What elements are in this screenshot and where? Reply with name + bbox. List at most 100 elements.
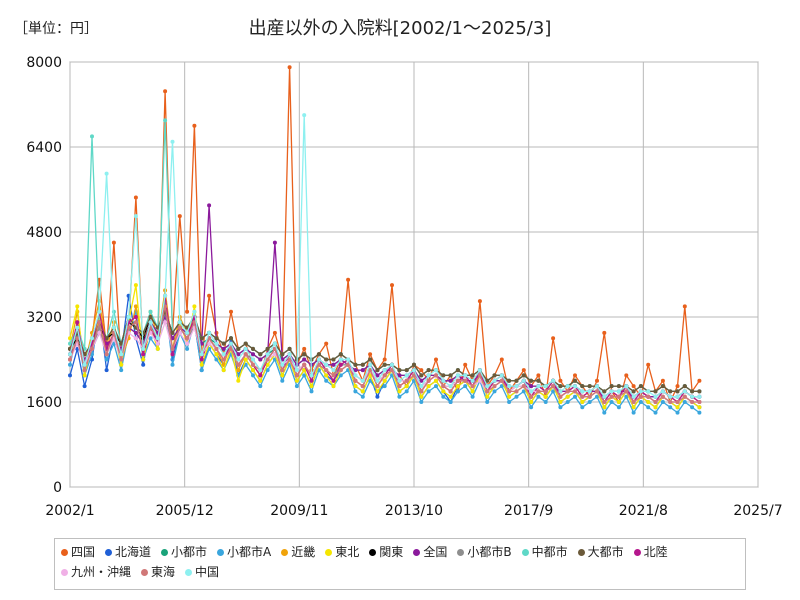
series-14 (68, 113, 702, 399)
data-point (324, 378, 329, 383)
legend-item: 小都市 (161, 542, 207, 562)
data-point (521, 378, 526, 383)
data-point (382, 362, 387, 367)
data-point (302, 368, 307, 373)
data-point (419, 378, 424, 383)
data-point (404, 384, 409, 389)
data-point (258, 368, 263, 373)
data-point (514, 394, 519, 399)
data-point (251, 352, 255, 357)
data-point (97, 309, 102, 314)
data-point (338, 362, 343, 367)
data-point (214, 336, 219, 341)
data-point (243, 352, 248, 357)
data-point (558, 384, 563, 389)
legend-marker (413, 549, 421, 556)
data-point (463, 384, 468, 389)
y-tick-label: 3200 (26, 310, 62, 326)
data-point (448, 400, 453, 404)
data-point (192, 304, 197, 309)
data-point (207, 330, 212, 335)
data-point (682, 394, 687, 399)
data-point (258, 357, 263, 362)
data-point (133, 336, 138, 341)
data-point (104, 352, 109, 357)
data-point (331, 373, 336, 378)
data-point (646, 389, 651, 394)
data-point (353, 378, 358, 383)
data-point (668, 394, 673, 399)
data-point (309, 373, 314, 378)
data-point (573, 389, 577, 394)
data-point (682, 304, 687, 309)
data-point (141, 357, 146, 362)
data-point (104, 336, 109, 341)
data-point (514, 384, 519, 389)
data-point (609, 384, 614, 389)
data-point (353, 362, 358, 367)
data-point (133, 330, 138, 335)
data-point (338, 368, 343, 373)
data-point (155, 341, 160, 346)
data-point (287, 357, 292, 362)
data-point (492, 378, 497, 383)
data-point (609, 389, 614, 394)
data-point (412, 368, 416, 373)
data-point (214, 352, 219, 357)
data-point (521, 368, 526, 373)
data-point (638, 400, 643, 404)
data-point (470, 373, 475, 378)
data-point (280, 378, 285, 383)
data-point (631, 394, 636, 399)
data-point (653, 400, 658, 404)
data-point (514, 389, 519, 394)
data-point (580, 384, 585, 389)
data-point (565, 384, 570, 389)
data-point (221, 341, 226, 346)
data-point (573, 378, 577, 383)
x-tick-label: 2005/12 (156, 503, 214, 519)
data-point (587, 384, 592, 389)
data-point (75, 320, 80, 325)
data-point (68, 373, 72, 378)
data-point (434, 384, 438, 389)
data-point (426, 373, 431, 378)
data-point (368, 378, 373, 383)
data-point (185, 341, 190, 346)
data-point (697, 394, 702, 399)
data-point (404, 373, 409, 378)
data-point (104, 171, 109, 176)
legend-label: 四国 (71, 545, 96, 559)
data-point (419, 384, 424, 389)
legend-label: 中国 (195, 565, 220, 579)
data-point (419, 394, 424, 399)
data-point (309, 384, 314, 389)
legend-item: 大都市 (577, 542, 624, 562)
data-point (675, 400, 680, 404)
data-point (616, 400, 621, 404)
series-layer (68, 65, 702, 415)
x-tick-label: 2013/10 (385, 503, 443, 519)
data-point (302, 357, 307, 362)
data-point (668, 400, 673, 404)
legend-label: 東北 (335, 545, 360, 559)
data-point (97, 320, 102, 325)
data-point (580, 400, 585, 404)
data-point (448, 373, 453, 378)
data-point (455, 373, 460, 378)
legend-item: 中国 (185, 562, 219, 582)
data-point (492, 389, 497, 394)
data-point (675, 384, 680, 389)
data-point (119, 368, 124, 373)
data-point (265, 357, 270, 362)
legend-label: 東海 (151, 565, 176, 579)
data-point (558, 378, 563, 383)
data-point (492, 384, 497, 389)
data-point (309, 378, 314, 383)
data-point (434, 373, 438, 378)
data-point (624, 394, 629, 399)
data-point (609, 400, 614, 404)
legend-label: 全国 (423, 545, 448, 559)
data-point (368, 373, 373, 378)
data-point (499, 384, 504, 389)
